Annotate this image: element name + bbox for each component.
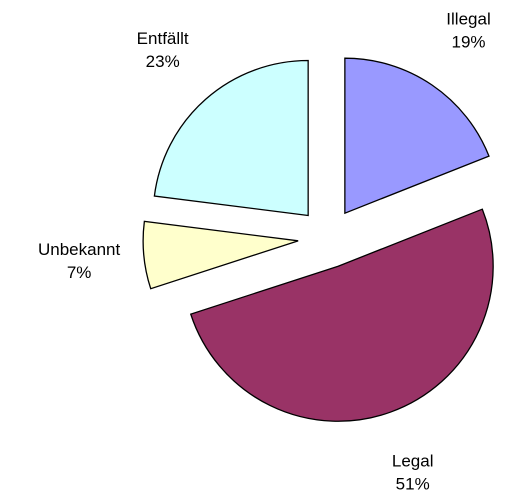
slice-value-label: 23% <box>146 52 180 71</box>
pie-slice <box>189 208 494 422</box>
slice-label: Unbekannt <box>38 240 121 259</box>
pie-slice <box>344 57 490 215</box>
slice-label: Illegal <box>446 10 490 29</box>
slice-label: Legal <box>392 452 434 471</box>
slice-value-label: 19% <box>452 33 486 52</box>
slice-value-label: 51% <box>396 475 430 494</box>
slice-label: Entfällt <box>137 29 189 48</box>
pie-slice <box>153 59 309 217</box>
slice-value-label: 7% <box>67 263 92 282</box>
pie-slice <box>142 220 299 290</box>
